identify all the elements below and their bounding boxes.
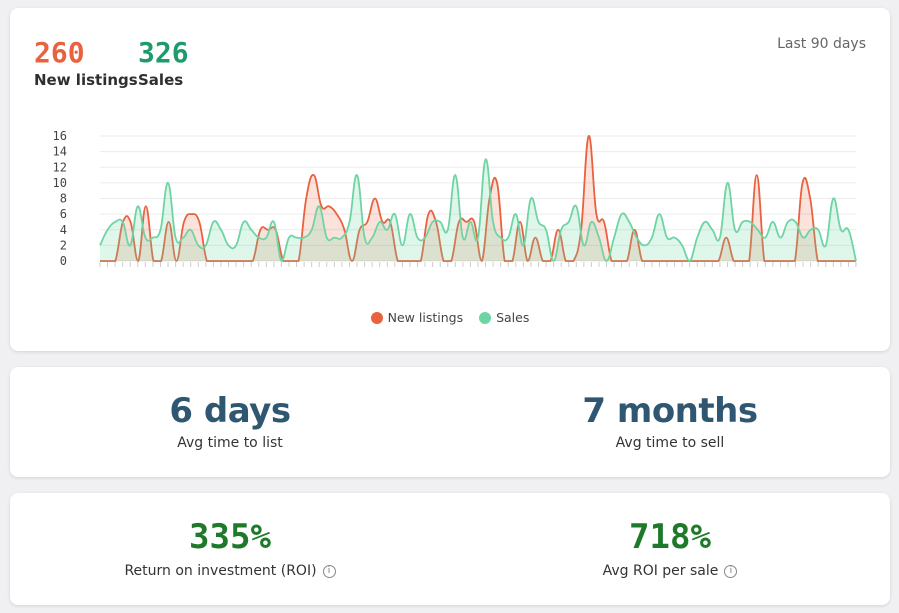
y-tick-label: 10 <box>53 176 67 190</box>
time-to-list-block: 6 days Avg time to list <box>10 367 450 477</box>
roi-label-row: Return on investment (ROI) i <box>10 563 450 579</box>
sales-overview-card: 260 New listings 326 Sales Last 90 days … <box>10 8 890 351</box>
roi-card: 335% Return on investment (ROI) i 718% Av… <box>10 493 890 605</box>
legend-label-sales: Sales <box>496 310 530 325</box>
roi-per-sale-value: 718% <box>629 517 711 557</box>
info-icon[interactable]: i <box>724 564 738 578</box>
y-tick-label: 2 <box>60 238 67 252</box>
time-to-sell-value: 7 months <box>582 391 758 431</box>
chart-legend: New listings Sales <box>10 310 890 327</box>
time-to-sell-label: Avg time to sell <box>615 435 725 451</box>
y-tick-label: 14 <box>53 145 67 159</box>
legend-item-new-listings[interactable]: New listings <box>370 310 464 325</box>
series-line-sales[interactable] <box>99 158 857 262</box>
roi-block: 335% Return on investment (ROI) i <box>10 493 450 605</box>
roi-per-sale-block: 718% Avg ROI per sale i <box>450 493 890 605</box>
new-listings-count: 260 <box>34 36 85 69</box>
y-tick-label: 0 <box>60 254 67 268</box>
legend-dot-new-listings <box>370 311 383 324</box>
new-listings-label: New listings <box>34 71 138 89</box>
time-metrics-card: 6 days Avg time to list 7 months Avg tim… <box>10 367 890 477</box>
y-tick-label: 8 <box>60 192 67 206</box>
y-tick-label: 16 <box>53 129 67 143</box>
y-tick-label: 12 <box>53 160 67 174</box>
sales-label: Sales <box>138 71 184 89</box>
series-line-new-listings[interactable] <box>99 135 856 262</box>
time-to-list-label: Avg time to list <box>177 435 283 451</box>
roi-per-sale-label: Avg ROI per sale <box>602 563 719 579</box>
period-label[interactable]: Last 90 days <box>777 36 866 52</box>
legend-item-sales[interactable]: Sales <box>479 310 529 325</box>
legend-label-new-listings: New listings <box>387 310 464 325</box>
time-to-list-value: 6 days <box>169 391 291 431</box>
roi-per-sale-label-row: Avg ROI per sale i <box>450 563 890 579</box>
time-to-sell-block: 7 months Avg time to sell <box>450 367 890 477</box>
y-tick-label: 4 <box>60 223 67 237</box>
sales-count: 326 <box>138 36 189 69</box>
area-sales <box>100 159 856 261</box>
info-icon[interactable]: i <box>322 564 336 578</box>
roi-value: 335% <box>189 517 271 557</box>
legend-dot-sales <box>479 311 492 324</box>
y-tick-label: 6 <box>60 207 67 221</box>
roi-label: Return on investment (ROI) <box>124 563 317 579</box>
